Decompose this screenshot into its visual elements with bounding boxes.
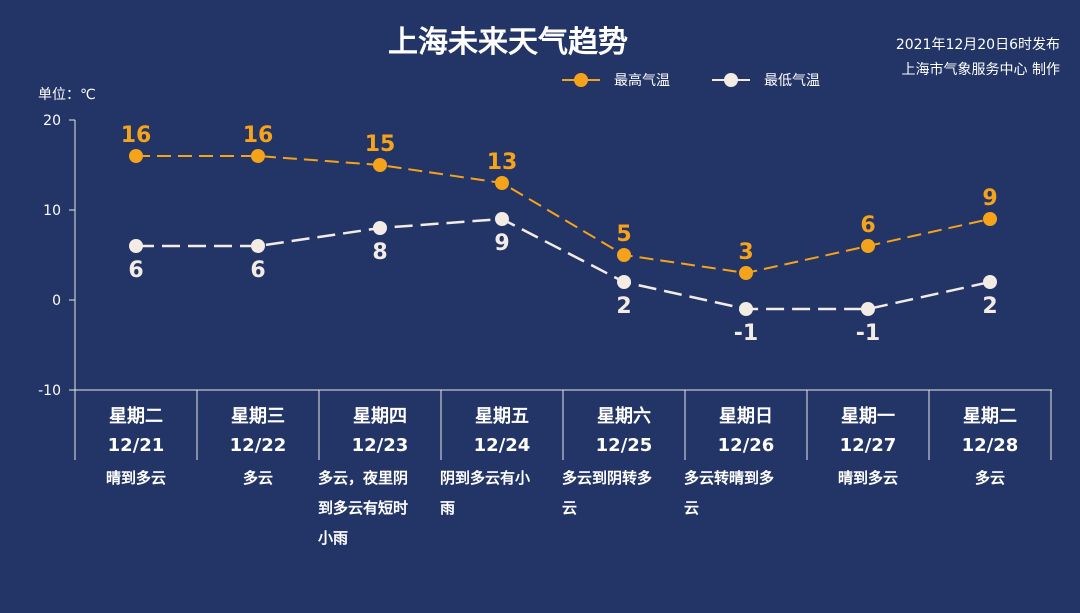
low-temp-data-label: 6 — [128, 258, 143, 283]
weather-condition-label: 多云 — [975, 469, 1005, 487]
high-temp-point — [129, 149, 143, 163]
weather-condition-label: 云 — [684, 499, 699, 517]
low-temp-point — [129, 239, 143, 253]
weather-condition-label: 晴到多云 — [838, 469, 898, 487]
high-temp-point — [373, 158, 387, 172]
low-temp-data-label: 2 — [616, 294, 631, 319]
high-temp-data-label: 5 — [616, 222, 631, 247]
low-temp-point — [861, 302, 875, 316]
high-temp-data-label: 9 — [982, 186, 997, 211]
x-day-label: 星期四 — [353, 406, 407, 427]
high-temp-data-label: 13 — [487, 150, 518, 175]
weather-condition-label: 多云转晴到多 — [684, 469, 774, 487]
legend: 最高气温 最低气温 — [562, 72, 820, 89]
low-temp-data-label: -1 — [856, 321, 880, 346]
weather-condition-label: 多云 — [243, 469, 273, 487]
weather-condition-label: 雨 — [440, 499, 455, 517]
low-temp-data-label: 2 — [982, 294, 997, 319]
low-temp-data-label: -1 — [734, 321, 758, 346]
weather-condition-label: 云 — [562, 499, 577, 517]
x-date-label: 12/22 — [230, 435, 287, 456]
y-tick-label: -10 — [38, 383, 61, 399]
high-temp-point — [617, 248, 631, 262]
y-tick-label: 0 — [52, 293, 61, 309]
low-temp-point — [495, 212, 509, 226]
x-date-label: 12/27 — [840, 435, 897, 456]
low-temp-data-label: 6 — [250, 258, 265, 283]
low-temp-point — [983, 275, 997, 289]
low-temp-line — [136, 217, 991, 311]
x-day-label: 星期三 — [231, 406, 285, 427]
series-layer: 16 16 15 13 5 3 6 9 6 6 8 9 2 -1 -1 2 — [121, 123, 998, 346]
x-date-label: 12/26 — [718, 435, 775, 456]
chart-title: 上海未来天气趋势 — [388, 25, 628, 60]
weather-condition-label: 晴到多云 — [106, 469, 166, 487]
axes: 20 10 0 -10 — [38, 113, 1052, 460]
x-axis-labels: 星期二 12/21 晴到多云 星期三 12/22 多云 星期四 12/23 多云，夜里阴到多云有… — [106, 405, 1018, 547]
weather-condition-label: 多云，夜里阴 — [318, 469, 408, 487]
x-day-label: 星期五 — [475, 406, 529, 427]
high-temp-point — [983, 212, 997, 226]
x-day-label: 星期二 — [963, 406, 1017, 427]
low-temp-point — [739, 302, 753, 316]
low-temp-data-label: 9 — [494, 231, 509, 256]
high-temp-data-label: 15 — [365, 132, 396, 157]
x-date-label: 12/21 — [108, 435, 165, 456]
legend-marker — [574, 73, 588, 87]
legend-entry-label: 最低气温 — [764, 73, 820, 89]
legend-entry-label: 最高气温 — [614, 72, 670, 89]
legend-marker — [724, 73, 738, 87]
high-temp-point — [861, 239, 875, 253]
weather-condition-label: 小雨 — [318, 529, 348, 547]
x-date-label: 12/28 — [962, 435, 1019, 456]
high-temp-data-label: 6 — [860, 213, 875, 238]
x-day-label: 星期一 — [841, 406, 895, 427]
x-day-label: 星期六 — [597, 405, 651, 427]
low-temp-point — [373, 221, 387, 235]
weather-condition-label: 到多云有短时 — [318, 499, 408, 517]
high-temp-data-label: 16 — [243, 123, 274, 148]
low-temp-point — [251, 239, 265, 253]
high-temp-point — [495, 176, 509, 190]
high-temp-line — [136, 155, 991, 275]
high-temp-data-label: 3 — [738, 240, 753, 265]
x-date-label: 12/24 — [474, 435, 531, 456]
low-temp-data-label: 8 — [372, 240, 387, 265]
x-date-label: 12/25 — [596, 435, 653, 456]
high-temp-point — [739, 266, 753, 280]
x-day-label: 星期日 — [719, 406, 773, 427]
y-tick-label: 10 — [43, 203, 61, 219]
x-date-label: 12/23 — [352, 435, 409, 456]
weather-condition-label: 多云到阴转多 — [562, 469, 652, 487]
y-tick-label: 20 — [43, 113, 61, 129]
x-day-label: 星期二 — [109, 406, 163, 427]
weather-condition-label: 阴到多云有小 — [440, 469, 530, 487]
publisher: 上海市气象服务中心 制作 — [902, 61, 1060, 78]
high-temp-data-label: 16 — [121, 123, 152, 148]
publish-time: 2021年12月20日6时发布 — [896, 37, 1060, 53]
unit-label: 单位：℃ — [38, 87, 96, 103]
low-temp-point — [617, 275, 631, 289]
high-temp-point — [251, 149, 265, 163]
